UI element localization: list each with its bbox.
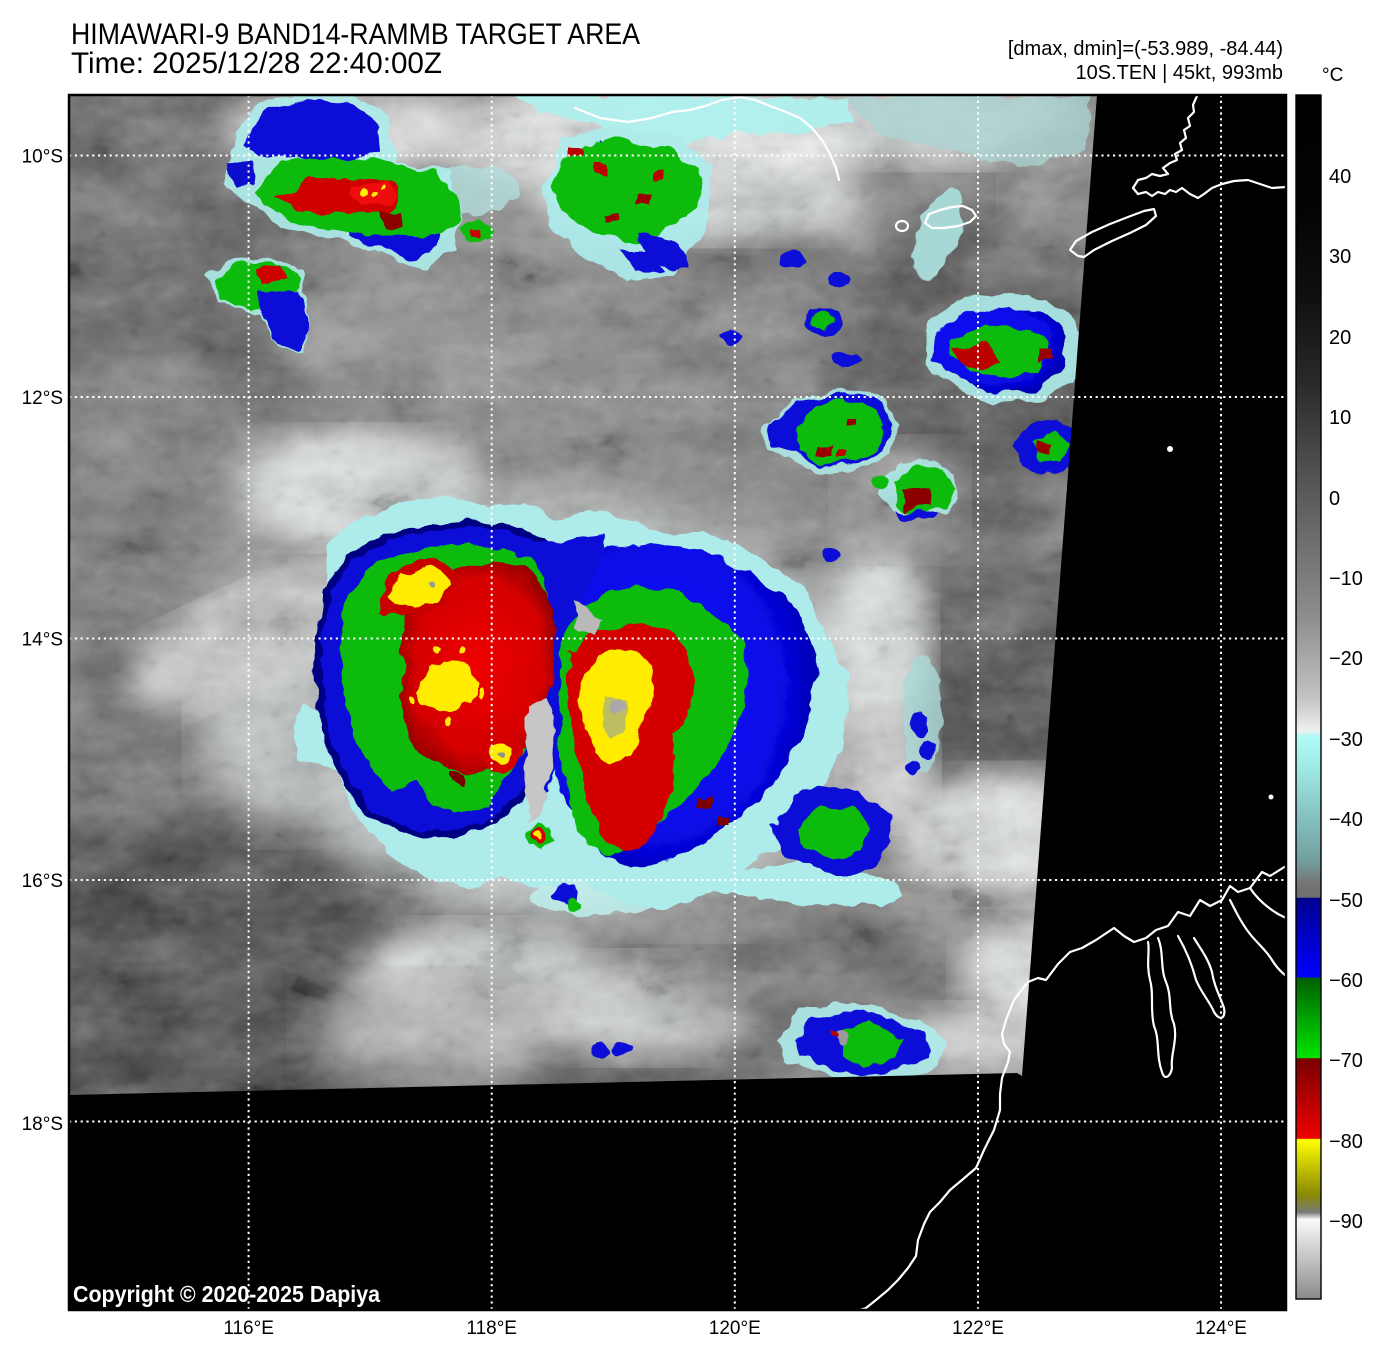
svg-text:−20: −20 <box>1329 648 1363 670</box>
svg-text:−90: −90 <box>1329 1211 1363 1233</box>
svg-text:10S.TEN | 45kt, 993mb: 10S.TEN | 45kt, 993mb <box>1075 62 1283 84</box>
svg-text:16°S: 16°S <box>22 871 63 892</box>
svg-text:18°S: 18°S <box>22 1114 63 1135</box>
svg-text:−50: −50 <box>1329 890 1363 912</box>
svg-text:−60: −60 <box>1329 970 1363 992</box>
svg-text:14°S: 14°S <box>22 630 63 651</box>
svg-text:30: 30 <box>1329 246 1351 268</box>
svg-text:20: 20 <box>1329 327 1351 349</box>
svg-text:122°E: 122°E <box>952 1318 1004 1339</box>
svg-text:40: 40 <box>1329 166 1351 188</box>
svg-text:120°E: 120°E <box>709 1318 761 1339</box>
svg-text:10: 10 <box>1329 407 1351 429</box>
svg-text:118°E: 118°E <box>466 1318 517 1339</box>
svg-text:°C: °C <box>1322 65 1343 86</box>
svg-text:10°S: 10°S <box>22 147 63 168</box>
svg-text:12°S: 12°S <box>22 388 63 409</box>
svg-text:−30: −30 <box>1329 729 1363 751</box>
svg-text:−10: −10 <box>1329 568 1363 590</box>
svg-text:−70: −70 <box>1329 1050 1363 1072</box>
svg-text:Copyright © 2020-2025 Dapiya: Copyright © 2020-2025 Dapiya <box>73 1281 380 1307</box>
svg-text:124°E: 124°E <box>1195 1318 1247 1339</box>
svg-text:0: 0 <box>1329 488 1340 510</box>
svg-text:[dmax, dmin]=(-53.989, -84.44): [dmax, dmin]=(-53.989, -84.44) <box>1008 38 1283 60</box>
svg-text:HIMAWARI-9 BAND14-RAMMB TARGET: HIMAWARI-9 BAND14-RAMMB TARGET AREA <box>71 18 640 51</box>
svg-text:116°E: 116°E <box>223 1318 274 1339</box>
svg-text:−80: −80 <box>1329 1131 1363 1153</box>
svg-text:−40: −40 <box>1329 809 1363 831</box>
svg-text:Time: 2025/12/28 22:40:00Z: Time: 2025/12/28 22:40:00Z <box>71 47 442 80</box>
